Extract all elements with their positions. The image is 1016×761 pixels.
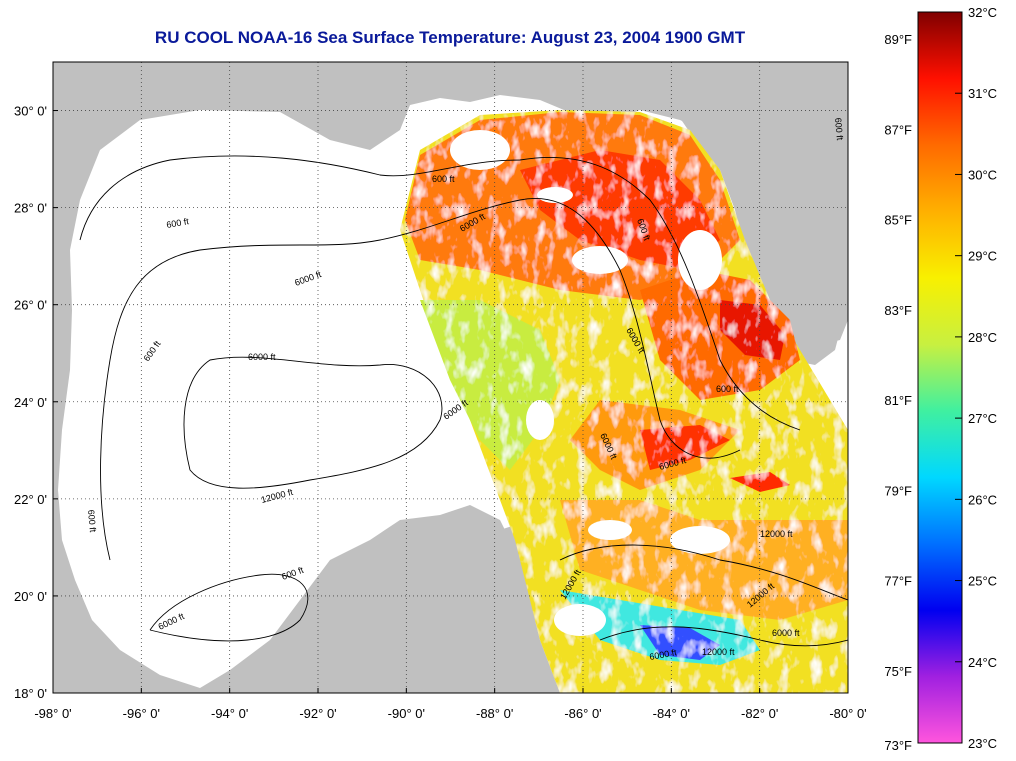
contour-12000ft bbox=[183, 356, 443, 489]
contour-label: 12000 ft bbox=[702, 647, 735, 657]
temperature-colorbar: 89°F 87°F 85°F 83°F 81°F 79°F 77°F 75°F 73°F 32°… bbox=[884, 5, 997, 753]
swath-caribbean-cold bbox=[640, 625, 720, 660]
colorbar-f-label: 83°F bbox=[884, 303, 912, 318]
colorbar-f-label: 89°F bbox=[884, 32, 912, 47]
cloud-gap bbox=[537, 187, 573, 203]
contour-caribbean-12000 bbox=[599, 626, 848, 647]
lat-tick-label: 20° 0' bbox=[14, 589, 47, 604]
colorbar-c-label: 25°C bbox=[968, 574, 997, 589]
cloud-gap bbox=[526, 400, 554, 440]
map-plot-area: 600 ft 6000 ft 600 ft 6000 ft 600 ft 6000 ft 1… bbox=[53, 62, 848, 693]
lon-tick-label: -94° 0' bbox=[211, 706, 248, 721]
colorbar-c-label: 30°C bbox=[968, 167, 997, 182]
bathymetry-contours bbox=[79, 155, 848, 647]
cloud-gap bbox=[678, 230, 722, 290]
swath-yucatan-channel-hot bbox=[640, 425, 730, 470]
colorbar-fahrenheit-labels: 89°F 87°F 85°F 83°F 81°F 79°F 77°F 75°F 73°F bbox=[884, 32, 912, 753]
lat-tick-label: 22° 0' bbox=[14, 492, 47, 507]
colorbar-ramp bbox=[917, 11, 963, 744]
colorbar-c-label: 28°C bbox=[968, 330, 997, 345]
colorbar-f-label: 81°F bbox=[884, 393, 912, 408]
colorbar-c-label: 23°C bbox=[968, 736, 997, 751]
lat-tick-label: 18° 0' bbox=[14, 686, 47, 701]
cloud-gap bbox=[588, 520, 632, 540]
swath-west-green bbox=[420, 300, 560, 470]
contour-6000ft-south bbox=[149, 573, 309, 642]
map-title: RU COOL NOAA-16 Sea Surface Temperature:… bbox=[154, 28, 746, 47]
lon-tick-label: -82° 0' bbox=[741, 706, 778, 721]
lon-tick-label: -98° 0' bbox=[34, 706, 71, 721]
colorbar-c-label: 32°C bbox=[968, 5, 997, 20]
colorbar-f-label: 73°F bbox=[884, 738, 912, 753]
colorbar-f-label: 75°F bbox=[884, 664, 912, 679]
swath-florida-hot bbox=[720, 300, 785, 360]
contour-label: 6000 ft bbox=[772, 628, 800, 638]
contour-label: 600 ft bbox=[716, 384, 739, 394]
lat-tick-label: 30° 0' bbox=[14, 104, 47, 119]
colorbar-c-label: 31°C bbox=[968, 86, 997, 101]
colorbar-c-label: 27°C bbox=[968, 411, 997, 426]
contour-label: 6000 ft bbox=[649, 647, 678, 662]
contour-caribbean bbox=[559, 544, 848, 601]
cloud-gap bbox=[450, 130, 510, 170]
colorbar-c-label: 26°C bbox=[968, 492, 997, 507]
lon-tick-label: -80° 0' bbox=[829, 706, 866, 721]
contour-6000ft bbox=[100, 198, 741, 561]
colorbar-f-label: 79°F bbox=[884, 483, 912, 498]
contour-label: 12000 ft bbox=[760, 529, 793, 539]
lon-tick-label: -90° 0' bbox=[388, 706, 425, 721]
colorbar-f-label: 77°F bbox=[884, 574, 912, 589]
colorbar-c-label: 24°C bbox=[968, 655, 997, 670]
lon-tick-label: -88° 0' bbox=[476, 706, 513, 721]
map-frame bbox=[52, 61, 849, 694]
lon-tick-label: -84° 0' bbox=[653, 706, 690, 721]
latitude-axis: 30° 0' 28° 0' 26° 0' 24° 0' 22° 0' 20° 0' 18° … bbox=[14, 104, 58, 701]
graticule-grid bbox=[53, 62, 848, 693]
lat-tick-label: 26° 0' bbox=[14, 298, 47, 313]
contour-600ft bbox=[79, 155, 801, 431]
cloud-gap bbox=[554, 604, 606, 636]
lat-tick-label: 28° 0' bbox=[14, 201, 47, 216]
lat-tick-label: 24° 0' bbox=[14, 395, 47, 410]
lon-tick-label: -96° 0' bbox=[123, 706, 160, 721]
contour-label: 600 ft bbox=[166, 216, 190, 230]
colorbar-f-label: 87°F bbox=[884, 122, 912, 137]
contour-label: 600 ft bbox=[833, 117, 845, 141]
cloud-gap bbox=[572, 246, 628, 274]
florida-land bbox=[680, 62, 848, 365]
lon-tick-label: -92° 0' bbox=[299, 706, 336, 721]
contour-label: 600 ft bbox=[432, 174, 455, 184]
lon-tick-label: -86° 0' bbox=[564, 706, 601, 721]
contour-label: 600 ft bbox=[86, 509, 98, 533]
cloud-gaps bbox=[450, 130, 730, 636]
sst-satellite-swath bbox=[400, 110, 848, 693]
colorbar-f-label: 85°F bbox=[884, 213, 912, 228]
longitude-axis: -98° 0' -96° 0' -94° 0' -92° 0' -90° 0' -88° … bbox=[34, 688, 867, 721]
swath-ne-hot bbox=[520, 150, 720, 270]
colorbar-celsius-labels: 32°C 31°C 30°C 29°C 28°C 27°C 26°C 25°C 24°C 23°C bbox=[955, 5, 997, 751]
cloud-gap bbox=[670, 526, 730, 554]
colorbar-c-label: 29°C bbox=[968, 249, 997, 264]
contour-label: 6000 ft bbox=[248, 352, 276, 362]
